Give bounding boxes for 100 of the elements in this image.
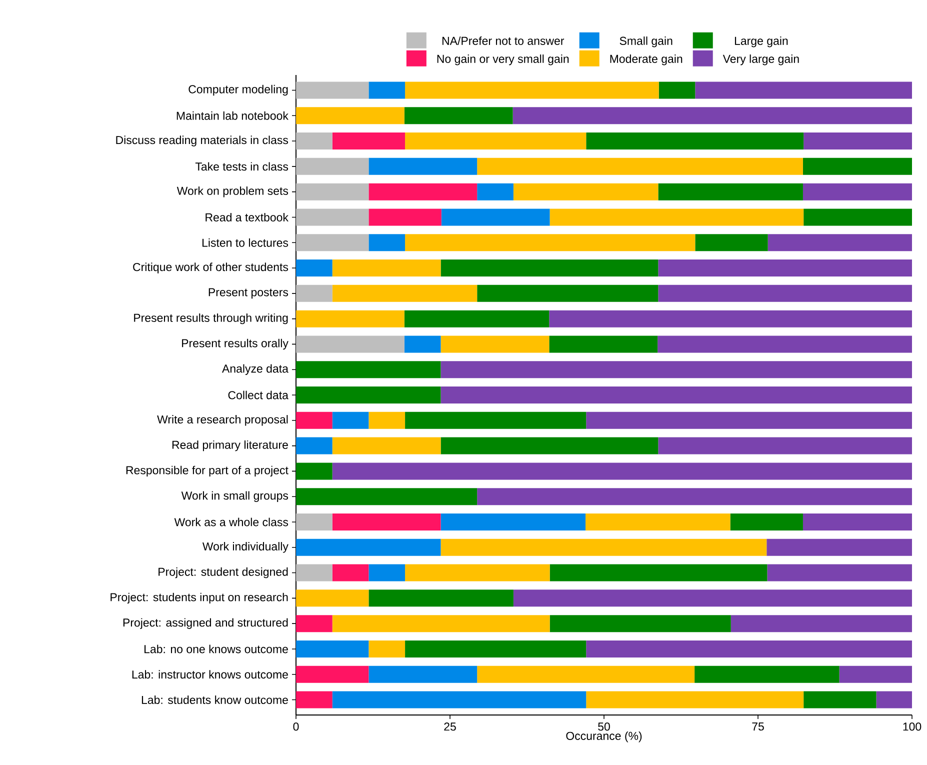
bar: [586, 513, 730, 530]
x-axis-title: Occurance (%): [566, 732, 642, 742]
legend-label: No gain or very small gain: [437, 54, 569, 66]
bar: [404, 336, 441, 353]
bar: [296, 234, 369, 252]
bar: [332, 284, 478, 302]
bar: [296, 437, 332, 454]
bar: [586, 132, 804, 150]
bar: [296, 462, 332, 480]
bar: [730, 513, 803, 530]
legend-label: NA/Prefer not to answer: [442, 36, 564, 45]
bar: [513, 183, 658, 200]
y-tick-label: Critique work of other students: [133, 262, 288, 274]
legend-label: Very large gain: [722, 54, 799, 66]
bar: [658, 284, 912, 302]
y-tick-label: Work as a whole class: [174, 518, 288, 526]
bar: [658, 260, 912, 277]
bar: [296, 513, 332, 530]
y-tick-label: Take tests in class: [195, 162, 288, 171]
x-tick-label: 25: [444, 722, 456, 731]
bar: [477, 284, 658, 302]
bar: [296, 158, 369, 175]
bar: [440, 538, 767, 556]
x-tick-label: 100: [903, 722, 922, 731]
bar: [440, 361, 912, 378]
y-tick-label: Project: assigned and structured: [123, 618, 288, 629]
bar: [477, 183, 514, 200]
bar: [296, 488, 478, 506]
y-tick-label: Project: student designed: [158, 567, 288, 578]
bar: [296, 183, 369, 200]
bar: [440, 260, 658, 277]
bar: [405, 234, 696, 252]
y-tick-label: Present results through writing: [134, 313, 288, 324]
bar: [296, 615, 332, 632]
bar: [368, 640, 406, 658]
y-tick-label: Collect data: [228, 390, 288, 400]
bar: [296, 107, 404, 124]
bar: [767, 564, 912, 582]
bar: [368, 208, 442, 226]
bar: [368, 412, 406, 429]
bar: [550, 615, 731, 632]
bar: [296, 666, 369, 683]
y-tick-label: Responsible for part of a project: [126, 466, 288, 477]
x-tick-label: 0: [293, 722, 299, 731]
y-tick-label: Present posters: [208, 288, 288, 299]
bar: [512, 107, 912, 124]
bar: [730, 615, 912, 632]
bar: [332, 691, 586, 708]
bar: [477, 488, 912, 506]
bar: [405, 132, 586, 150]
bar: [332, 513, 441, 530]
bar: [368, 666, 478, 683]
bar: [802, 158, 912, 175]
bar: [296, 208, 369, 226]
bar: [332, 260, 441, 277]
bar: [296, 412, 332, 429]
bar: [296, 590, 369, 607]
bar: [296, 564, 332, 582]
bar: [804, 691, 876, 708]
bar: [550, 208, 804, 226]
bar: [296, 538, 441, 556]
bar: [440, 513, 586, 530]
bar: [586, 691, 804, 708]
bar: [477, 158, 803, 175]
bar: [804, 132, 912, 150]
bar: [658, 437, 912, 454]
bar: [332, 564, 369, 582]
bar: [513, 590, 912, 607]
y-tick-label: Listen to lectures: [202, 238, 288, 247]
y-tick-label: Work on problem sets: [176, 186, 288, 198]
bar: [368, 590, 514, 607]
bar: [296, 82, 369, 99]
y-tick-label: Lab: no one knows outcome: [144, 644, 288, 654]
bar: [332, 437, 441, 454]
bar: [296, 284, 332, 302]
bar: [296, 310, 404, 328]
bar: [586, 640, 912, 658]
y-tick-label: Lab: students know outcome: [142, 696, 288, 704]
bar: [586, 412, 912, 429]
x-tick-label: 50: [598, 722, 610, 731]
bar: [296, 260, 332, 277]
bar: [804, 208, 912, 226]
bar: [549, 336, 658, 353]
bar: [368, 158, 478, 175]
bar: [296, 361, 441, 378]
bar: [658, 183, 803, 200]
bar: [802, 183, 912, 200]
y-tick-label: Discuss reading materials in class: [116, 136, 288, 146]
y-tick-label: Lab: instructor knows outcome: [132, 670, 288, 679]
bar: [296, 132, 332, 150]
y-tick-label: Read a textbook: [206, 213, 288, 222]
bar: [768, 234, 912, 252]
bar: [695, 234, 768, 252]
bar: [658, 82, 696, 99]
bar: [296, 691, 332, 708]
bar: [766, 538, 912, 556]
bar: [368, 564, 406, 582]
bar: [405, 412, 586, 429]
bar: [550, 564, 768, 582]
y-tick-label: Write a research proposal: [157, 415, 288, 426]
